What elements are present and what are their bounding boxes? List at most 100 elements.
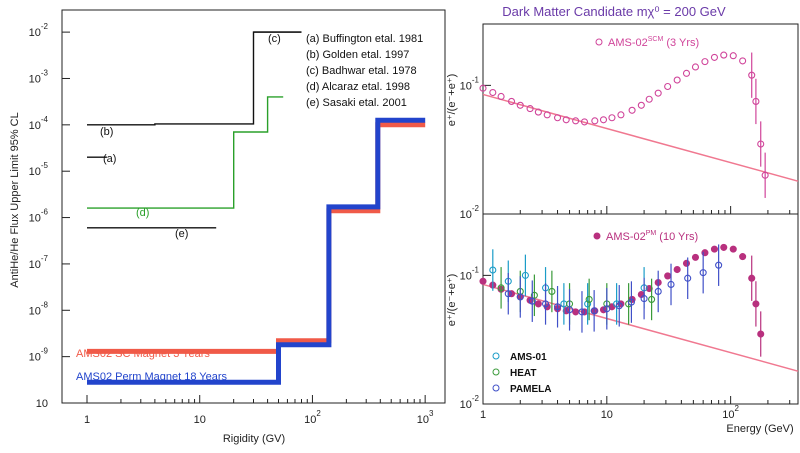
data-point	[710, 53, 718, 61]
rb-plot-frame	[482, 213, 799, 405]
data-point	[684, 274, 692, 282]
label-ams02-pm: AMS02 Perm Magnet 18 Years	[76, 371, 228, 383]
data-point	[654, 287, 662, 295]
data-point	[691, 63, 700, 71]
left-y-tick-label: 10-3	[29, 68, 49, 85]
left-y-tick-label: 10	[36, 398, 48, 410]
background-line	[482, 283, 799, 372]
data-point	[603, 305, 611, 313]
data-point	[504, 290, 512, 298]
left-legend-entry: (e) Sasaki etal. 2001	[306, 97, 407, 109]
data-point	[739, 253, 747, 261]
data-point	[572, 308, 580, 316]
data-point	[497, 92, 505, 101]
label-d: (d)	[136, 207, 149, 219]
right-x-tick-label: 10	[601, 409, 613, 421]
right-x-tick-label: 1	[480, 409, 486, 421]
left-x-tick-label: 103	[417, 409, 434, 426]
positron-fraction-pm-panel: e⁺/(e⁻+e⁺) Energy (GeV) 10-110-2 1 10 102 …	[446, 213, 799, 435]
left-y-tick-label: 10-7	[29, 254, 49, 271]
legend-marker	[595, 38, 603, 46]
data-point	[645, 284, 653, 293]
left-y-tick-label: 10-8	[29, 300, 49, 317]
legend-marker	[492, 368, 500, 376]
data-point	[682, 259, 691, 267]
data-point	[516, 101, 524, 109]
left-series-line	[87, 96, 284, 209]
right-y-tick-label: 10-1	[460, 265, 480, 282]
data-point	[489, 88, 497, 97]
left-y-tick-label: 10-9	[29, 347, 49, 364]
left-legend-entry: (c) Badhwar etal. 1978	[306, 65, 417, 77]
data-point	[627, 298, 635, 306]
rb-y-axis-label: e⁺/(e⁻+e⁺)	[446, 274, 458, 327]
right-y-tick-label: 10-2	[460, 394, 480, 411]
left-legend-entry: (a) Buffington etal. 1981	[306, 33, 423, 45]
data-point	[752, 300, 760, 308]
right-title: Dark Matter Candidate mχ⁰ = 200 GeV	[502, 4, 726, 19]
data-point	[562, 116, 570, 124]
data-point	[654, 89, 662, 97]
background-line	[482, 93, 799, 182]
data-point	[507, 97, 516, 105]
data-point	[748, 274, 756, 282]
data-point	[516, 293, 524, 301]
data-point	[715, 261, 723, 269]
data-point	[682, 69, 691, 77]
data-point	[645, 95, 653, 103]
data-point	[617, 111, 625, 119]
data-point	[521, 271, 529, 279]
data-point	[530, 291, 538, 299]
right-legend-entry: AMS-02SCM (3 Yrs)	[608, 36, 699, 49]
data-point	[648, 295, 656, 303]
left-y-axis-label: AntiHe/He Flux Upper Limit 95% CL	[9, 112, 21, 287]
data-point	[739, 57, 747, 65]
data-point	[489, 266, 497, 274]
right-legend-entry: HEAT	[510, 368, 536, 379]
label-e: (e)	[175, 228, 188, 240]
data-point	[599, 116, 608, 124]
data-point	[673, 265, 681, 274]
left-y-tick-label: 10-2	[29, 22, 49, 39]
data-point	[673, 76, 681, 84]
label-b: (b)	[100, 126, 113, 138]
left-x-axis-label: Rigidity (GV)	[223, 433, 285, 445]
left-x-tick-label: 1	[84, 414, 90, 426]
data-point	[543, 111, 551, 119]
right-y-tick-label: 10-1	[460, 75, 480, 92]
antihe-limit-panel: 1 10 102 103 10-2 10-3 10-4 10-5 10-6 10-7 10-8 10…	[9, 9, 446, 445]
data-point	[637, 101, 645, 109]
rt-y-axis-label: e⁺/(e⁻+e⁺)	[446, 74, 458, 127]
right-legend-entry: AMS-02PM (10 Yrs)	[606, 230, 698, 243]
data-point	[664, 82, 672, 91]
data-point	[585, 295, 593, 303]
right-x-tick-label: 102	[722, 404, 739, 421]
data-point	[757, 330, 765, 338]
data-point	[691, 253, 700, 261]
data-point	[584, 300, 592, 308]
legend-marker	[593, 232, 601, 240]
left-y-tick-label: 10-5	[29, 161, 49, 178]
data-point	[608, 114, 616, 122]
data-point	[541, 300, 550, 308]
left-y-tick-label: 10-6	[29, 208, 49, 225]
data-point	[615, 302, 623, 310]
data-point	[729, 52, 737, 60]
legend-marker	[492, 384, 500, 392]
data-point	[699, 269, 707, 277]
label-c: (c)	[268, 33, 281, 45]
right-y-tick-label: 10-2	[460, 204, 480, 221]
data-point	[534, 108, 542, 116]
left-x-tick-label: 102	[304, 409, 321, 426]
data-point	[534, 300, 542, 308]
label-a: (a)	[103, 153, 116, 165]
right-legend-entry: PAMELA	[510, 384, 551, 395]
data-point	[720, 51, 728, 59]
data-point	[720, 243, 728, 251]
data-point	[628, 106, 636, 114]
data-point	[640, 295, 648, 303]
data-point	[580, 118, 589, 126]
data-point	[479, 84, 487, 92]
data-point	[729, 245, 737, 253]
